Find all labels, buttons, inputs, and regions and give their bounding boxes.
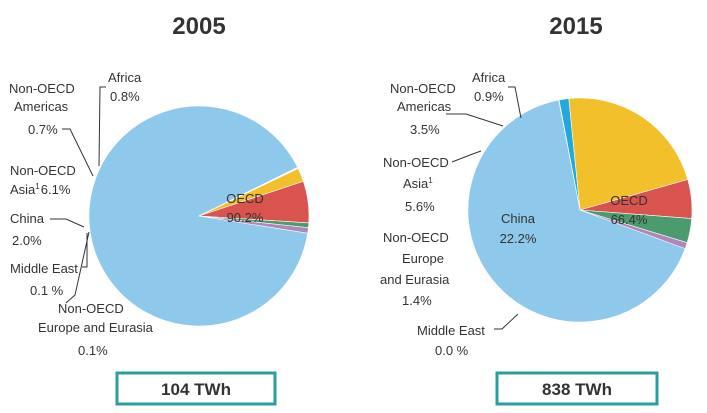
pie-slice-oecd-2005 <box>88 105 308 327</box>
label-americas-line2-2015: Americas <box>397 99 452 114</box>
label-europe-line2-2015: Europe <box>402 251 444 266</box>
label-africa-2005: Africa <box>108 70 142 85</box>
label-europe-line3-2015: and Eurasia <box>380 272 450 287</box>
value-china-2015: 22.2% <box>500 231 537 246</box>
label-middle-east-2005: Middle East <box>10 261 78 276</box>
value-oecd-2015: 66.4% <box>611 212 648 227</box>
label-middle-east-2015: Middle East <box>417 323 485 338</box>
value-middle-east-2005: 0.1 % <box>30 283 64 298</box>
label-asia-line1-2015: Non-OECD <box>383 155 449 170</box>
total-value-2015: 838 TWh <box>542 380 612 399</box>
pie-slice-china-2015 <box>568 97 689 211</box>
leader-americas-2015 <box>446 113 504 127</box>
value-asia-2015: 5.6% <box>405 199 435 214</box>
label-europe-line1-2005: Non-OECD <box>58 301 124 316</box>
chart-title-2005: 2005 <box>172 13 225 40</box>
leader-middle-east-2015 <box>494 313 519 330</box>
label-china-2005: China <box>10 211 45 226</box>
total-value-2005: 104 TWh <box>161 380 231 399</box>
pie-slices-2015 <box>467 97 693 323</box>
leader-africa-2015 <box>508 86 522 119</box>
label-asia-2005: Asia16.1% <box>10 182 71 197</box>
leader-americas-2005 <box>62 128 94 177</box>
label-americas-line1-2015: Non-OECD <box>390 81 456 96</box>
label-europe-line1-2015: Non-OECD <box>383 230 449 245</box>
label-asia-line1-2005: Non-OECD <box>10 163 76 178</box>
value-oecd-2005: 90.2% <box>227 210 264 225</box>
leader-middle-east-2005 <box>82 233 88 268</box>
label-americas-line2-2005: Americas <box>14 99 69 114</box>
leader-europe-2005 <box>65 231 90 304</box>
pie-chart-2015: 2015 OECD 66.4% China 22.2% Africa 0.9% … <box>380 13 693 406</box>
label-americas-line1-2005: Non-OECD <box>9 81 75 96</box>
leader-china-2005 <box>50 218 85 228</box>
label-asia-sup-2005: 1 <box>35 182 40 191</box>
pie-slices-2005 <box>88 105 310 327</box>
leader-africa-2005 <box>98 86 106 167</box>
pie-slice-africa-2015 <box>579 209 688 250</box>
total-box-2015 <box>495 371 659 406</box>
value-middle-east-2015: 0.0 % <box>435 343 469 358</box>
label-asia-line2-2005: Asia <box>10 182 36 197</box>
pie-slice-africa-2005 <box>198 215 309 234</box>
label-asia-line2-2015: Asia <box>403 176 429 191</box>
value-europe-2005: 0.1% <box>78 343 108 358</box>
value-europe-2015: 1.4% <box>402 293 432 308</box>
pie-chart-2005: 2005 OECD 90.2% Africa 0.8% Non-OECD Ame… <box>9 13 310 406</box>
value-africa-2015: 0.9% <box>474 89 504 104</box>
pie-slice-oecd-2015 <box>467 99 686 323</box>
label-asia-2015: Asia1 <box>403 176 433 191</box>
label-oecd-2015: OECD <box>610 193 648 208</box>
value-americas-2015: 3.5% <box>410 122 440 137</box>
leader-asia-2015 <box>451 150 482 163</box>
chart-title-2015: 2015 <box>549 13 602 40</box>
value-china-2005: 2.0% <box>12 233 42 248</box>
value-americas-2005: 0.7% <box>28 122 58 137</box>
total-box-2005 <box>115 371 277 406</box>
label-china-2015: China <box>501 211 536 226</box>
value-africa-2005: 0.8% <box>110 89 140 104</box>
label-asia-sup-2015: 1 <box>428 176 433 185</box>
label-oecd-2005: OECD <box>226 191 264 206</box>
value-asia-2005: 6.1% <box>41 182 71 197</box>
label-europe-line2-2005: Europe and Eurasia <box>38 320 154 335</box>
label-africa-2015: Africa <box>472 70 506 85</box>
